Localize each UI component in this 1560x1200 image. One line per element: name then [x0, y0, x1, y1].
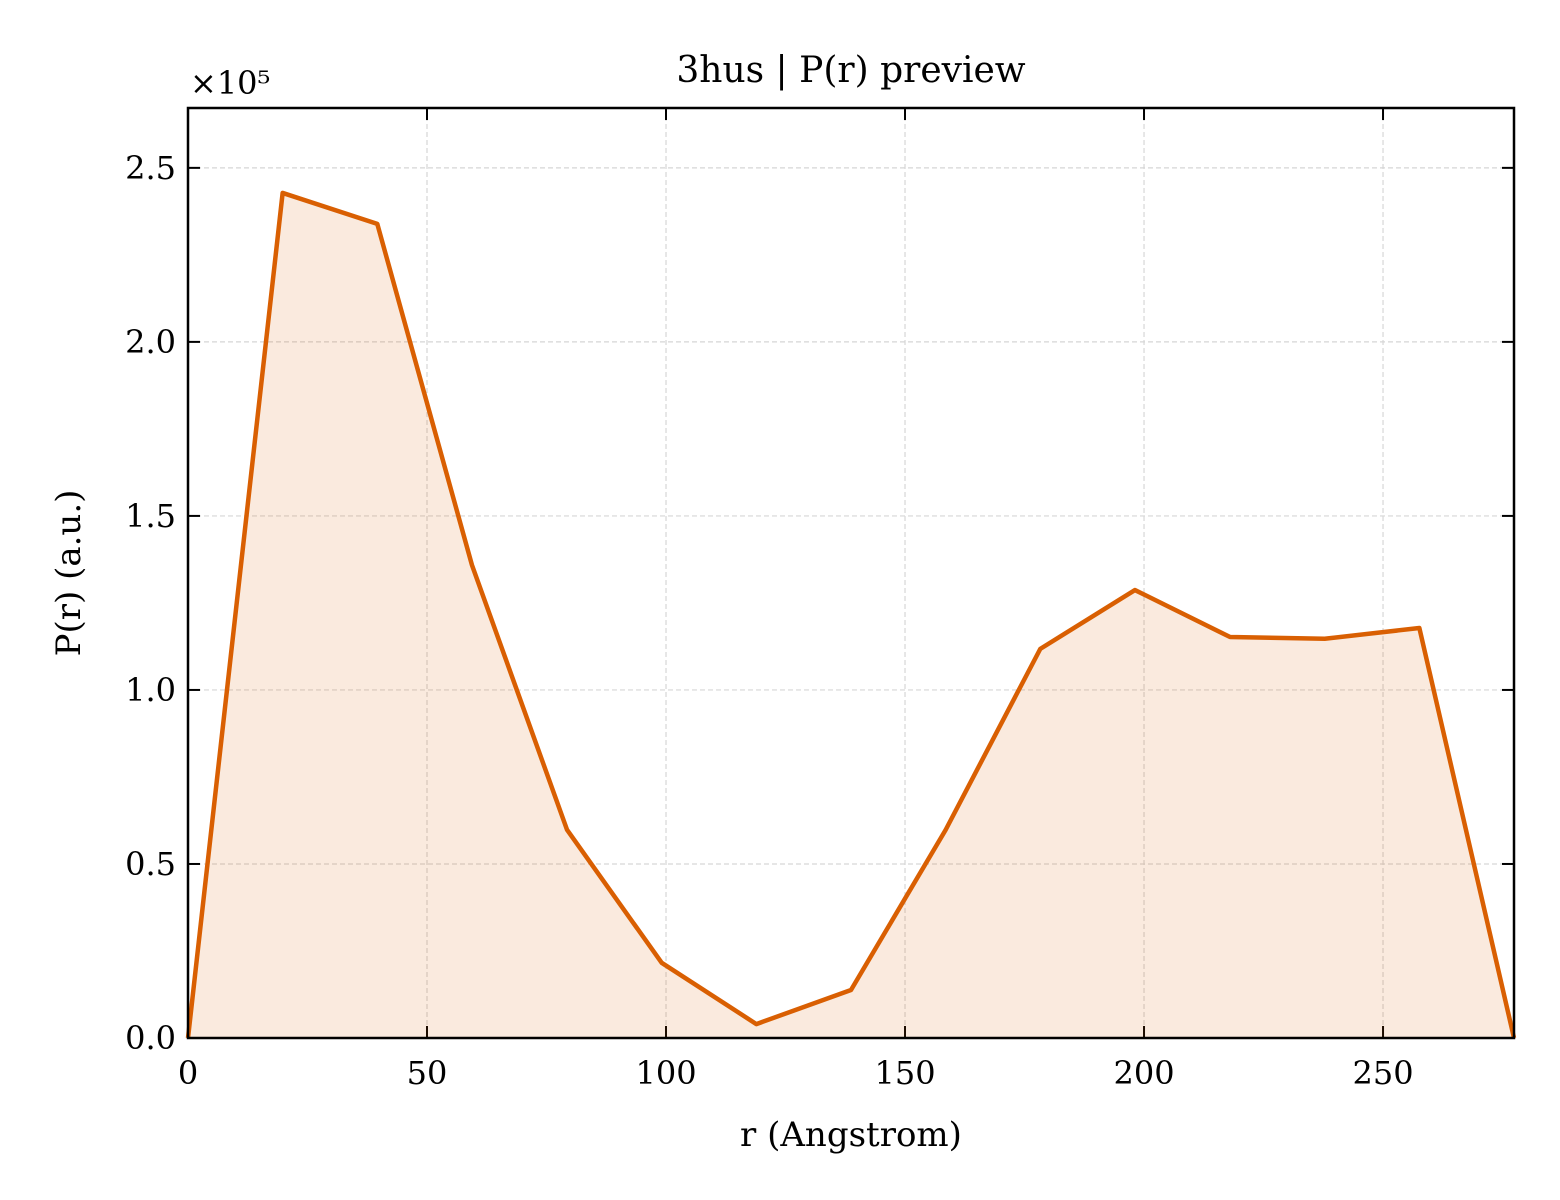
chart-title: 3hus | P(r) preview [676, 50, 1025, 91]
x-tick-label: 200 [1113, 1054, 1174, 1092]
y-tick-label: 2.0 [125, 323, 176, 361]
line [185, 190, 1517, 1039]
y-tick-label: 0.5 [125, 845, 176, 883]
x-axis-label: r (Angstrom) [740, 1115, 962, 1155]
x-tick-label: 250 [1352, 1054, 1413, 1092]
y-axis-label: P(r) (a.u.) [49, 490, 89, 657]
y-tick-label: 1.5 [125, 497, 176, 535]
x-tick-label: 100 [635, 1054, 696, 1092]
plot-frame [186, 106, 1516, 1040]
x-tick-label: 150 [874, 1054, 935, 1092]
y-tick-label: 2.5 [125, 149, 176, 187]
y-tick-label: 0.0 [125, 1019, 176, 1057]
x-tick-label: 0 [178, 1054, 198, 1092]
x-tick-label: 50 [407, 1054, 448, 1092]
y-offset-label: ×10⁵ [190, 64, 270, 102]
y-tick-label: 1.0 [125, 671, 176, 709]
area [188, 192, 1514, 1038]
